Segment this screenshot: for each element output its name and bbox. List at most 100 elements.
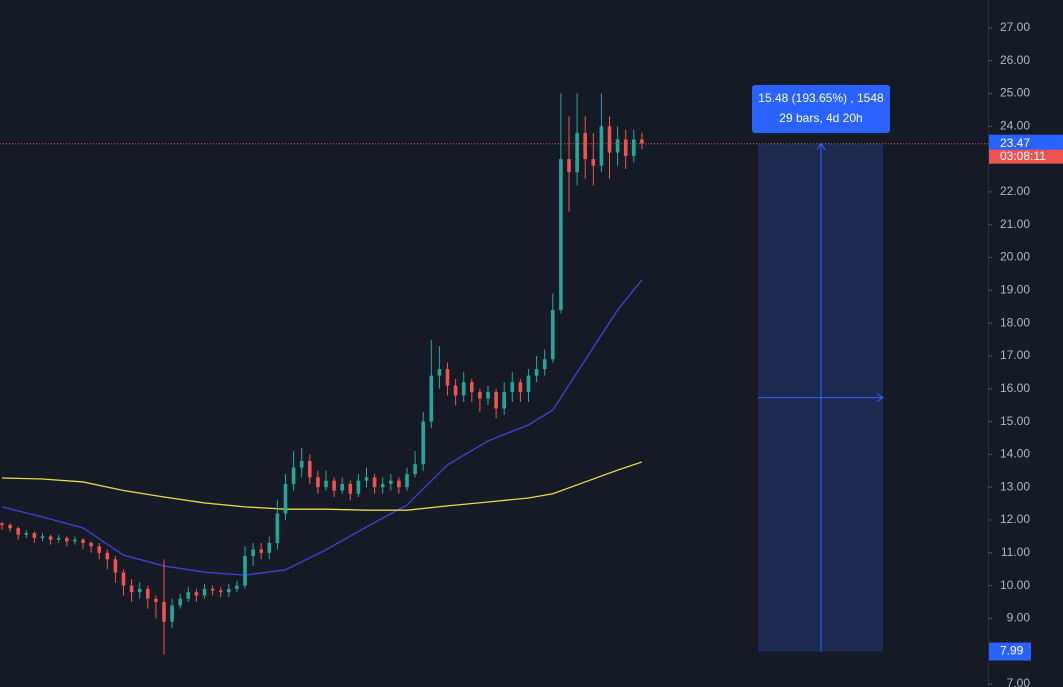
- candle-body: [421, 421, 425, 465]
- candle-body: [559, 159, 563, 311]
- candle-body: [154, 598, 158, 603]
- candle-body: [65, 538, 69, 542]
- candle-body: [210, 588, 215, 591]
- candle-body: [48, 536, 53, 540]
- candle-body: [105, 552, 110, 560]
- measure-label-box: [752, 85, 890, 133]
- candle-body: [405, 474, 409, 488]
- candle-body: [170, 605, 174, 622]
- candle-body: [542, 359, 547, 370]
- candle-body: [129, 585, 134, 593]
- y-tick-label: 20.00: [1000, 250, 1030, 264]
- moving-average: [1, 279, 643, 576]
- candle-body: [186, 592, 191, 599]
- countdown-label: 03:08:11: [1000, 149, 1046, 163]
- candle-body: [356, 480, 361, 494]
- candle-body: [575, 132, 579, 173]
- y-tick-label: 22.00: [1000, 184, 1030, 198]
- candle-body: [97, 546, 101, 553]
- y-tick-label: 13.00: [1000, 479, 1030, 493]
- candle-body: [40, 536, 45, 539]
- candle-body: [235, 585, 239, 589]
- candle-body: [259, 549, 263, 553]
- y-tick-label: 10.00: [1000, 578, 1030, 592]
- candle-body: [534, 369, 539, 376]
- y-tick-label: 7.00: [1007, 676, 1031, 687]
- candle-body: [267, 542, 272, 553]
- y-tick-label: 17.00: [1000, 348, 1030, 362]
- candle-body: [397, 480, 401, 488]
- candle-body: [510, 382, 515, 393]
- candle-body: [526, 375, 531, 393]
- y-tick-label: 18.00: [1000, 315, 1030, 329]
- candle-body: [56, 538, 61, 540]
- y-tick-label: 27.00: [1000, 20, 1030, 34]
- y-tick-label: 19.00: [1000, 283, 1030, 297]
- candle-body: [340, 483, 344, 491]
- y-tick-label: 16.00: [1000, 381, 1030, 395]
- candle-body: [137, 588, 142, 593]
- price-label: 23.47: [1000, 136, 1030, 150]
- candle-body: [502, 392, 506, 409]
- candle-body: [251, 549, 255, 557]
- candle-body: [607, 126, 612, 153]
- candle-body: [551, 310, 555, 360]
- candle-body: [437, 369, 442, 376]
- candle-body: [372, 477, 377, 488]
- y-tick-label: 12.00: [1000, 512, 1030, 526]
- candle-body: [567, 159, 571, 173]
- candle-body: [308, 460, 312, 478]
- candle-body: [0, 523, 4, 525]
- candle-body: [640, 139, 644, 144]
- candle-body: [494, 392, 498, 409]
- candle-body: [486, 392, 490, 399]
- candle-body: [380, 483, 385, 488]
- measure-arrow: [876, 393, 884, 403]
- candle-body: [291, 467, 296, 484]
- y-tick-label: 26.00: [1000, 53, 1030, 67]
- candle-body: [453, 385, 458, 396]
- candle-body: [243, 556, 247, 586]
- candle-body: [283, 483, 288, 514]
- candle-body: [121, 572, 126, 586]
- price-label-box: [989, 134, 1063, 153]
- candle-body: [218, 590, 223, 593]
- candle-body: [429, 375, 434, 422]
- candle-body: [632, 139, 636, 156]
- candle-body: [518, 382, 523, 393]
- candle-body: [461, 382, 466, 396]
- candle-body: [146, 588, 150, 599]
- candle-body: [81, 539, 85, 543]
- measure-arrow: [816, 142, 826, 150]
- candle-body: [583, 132, 587, 160]
- y-tick-label: 25.00: [1000, 86, 1030, 100]
- candle-body: [275, 513, 280, 543]
- candle-body: [89, 542, 93, 547]
- candle-body: [389, 480, 393, 484]
- candle-body: [194, 592, 199, 596]
- countdown-box: [989, 149, 1063, 164]
- measure-label: 15.48 (193.65%) , 1548: [758, 91, 884, 105]
- candle-body: [162, 602, 166, 622]
- candle-body: [299, 460, 304, 468]
- candle-body: [470, 382, 474, 393]
- candle-body: [202, 588, 207, 596]
- candle-body: [324, 480, 328, 488]
- candle-body: [178, 598, 182, 606]
- candle-body: [73, 539, 77, 542]
- candle-body: [16, 528, 20, 535]
- bottom-label-box: [989, 642, 1031, 661]
- candle-body: [615, 139, 620, 153]
- measure-label: 29 bars, 4d 20h: [779, 111, 862, 125]
- bottom-label: 7.99: [1000, 644, 1024, 658]
- candle-body: [316, 477, 320, 488]
- y-tick-label: 24.00: [1000, 118, 1030, 132]
- candle-body: [332, 480, 336, 491]
- candle-body: [413, 464, 417, 475]
- y-tick-label: 14.00: [1000, 447, 1030, 461]
- moving-average: [1, 461, 643, 511]
- y-tick-label: 9.00: [1007, 611, 1031, 625]
